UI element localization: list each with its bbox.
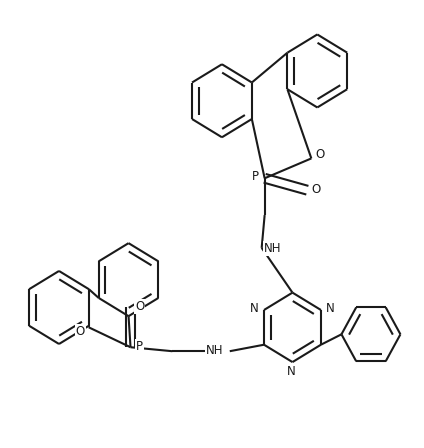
Text: N: N <box>326 302 335 315</box>
Text: NH: NH <box>263 242 281 255</box>
Text: P: P <box>252 170 259 183</box>
Text: O: O <box>135 300 145 313</box>
Text: O: O <box>311 183 321 196</box>
Text: N: N <box>251 302 259 315</box>
Text: O: O <box>315 148 324 161</box>
Text: P: P <box>136 340 143 353</box>
Text: O: O <box>76 325 85 338</box>
Text: N: N <box>287 366 296 379</box>
Text: NH: NH <box>206 344 223 357</box>
